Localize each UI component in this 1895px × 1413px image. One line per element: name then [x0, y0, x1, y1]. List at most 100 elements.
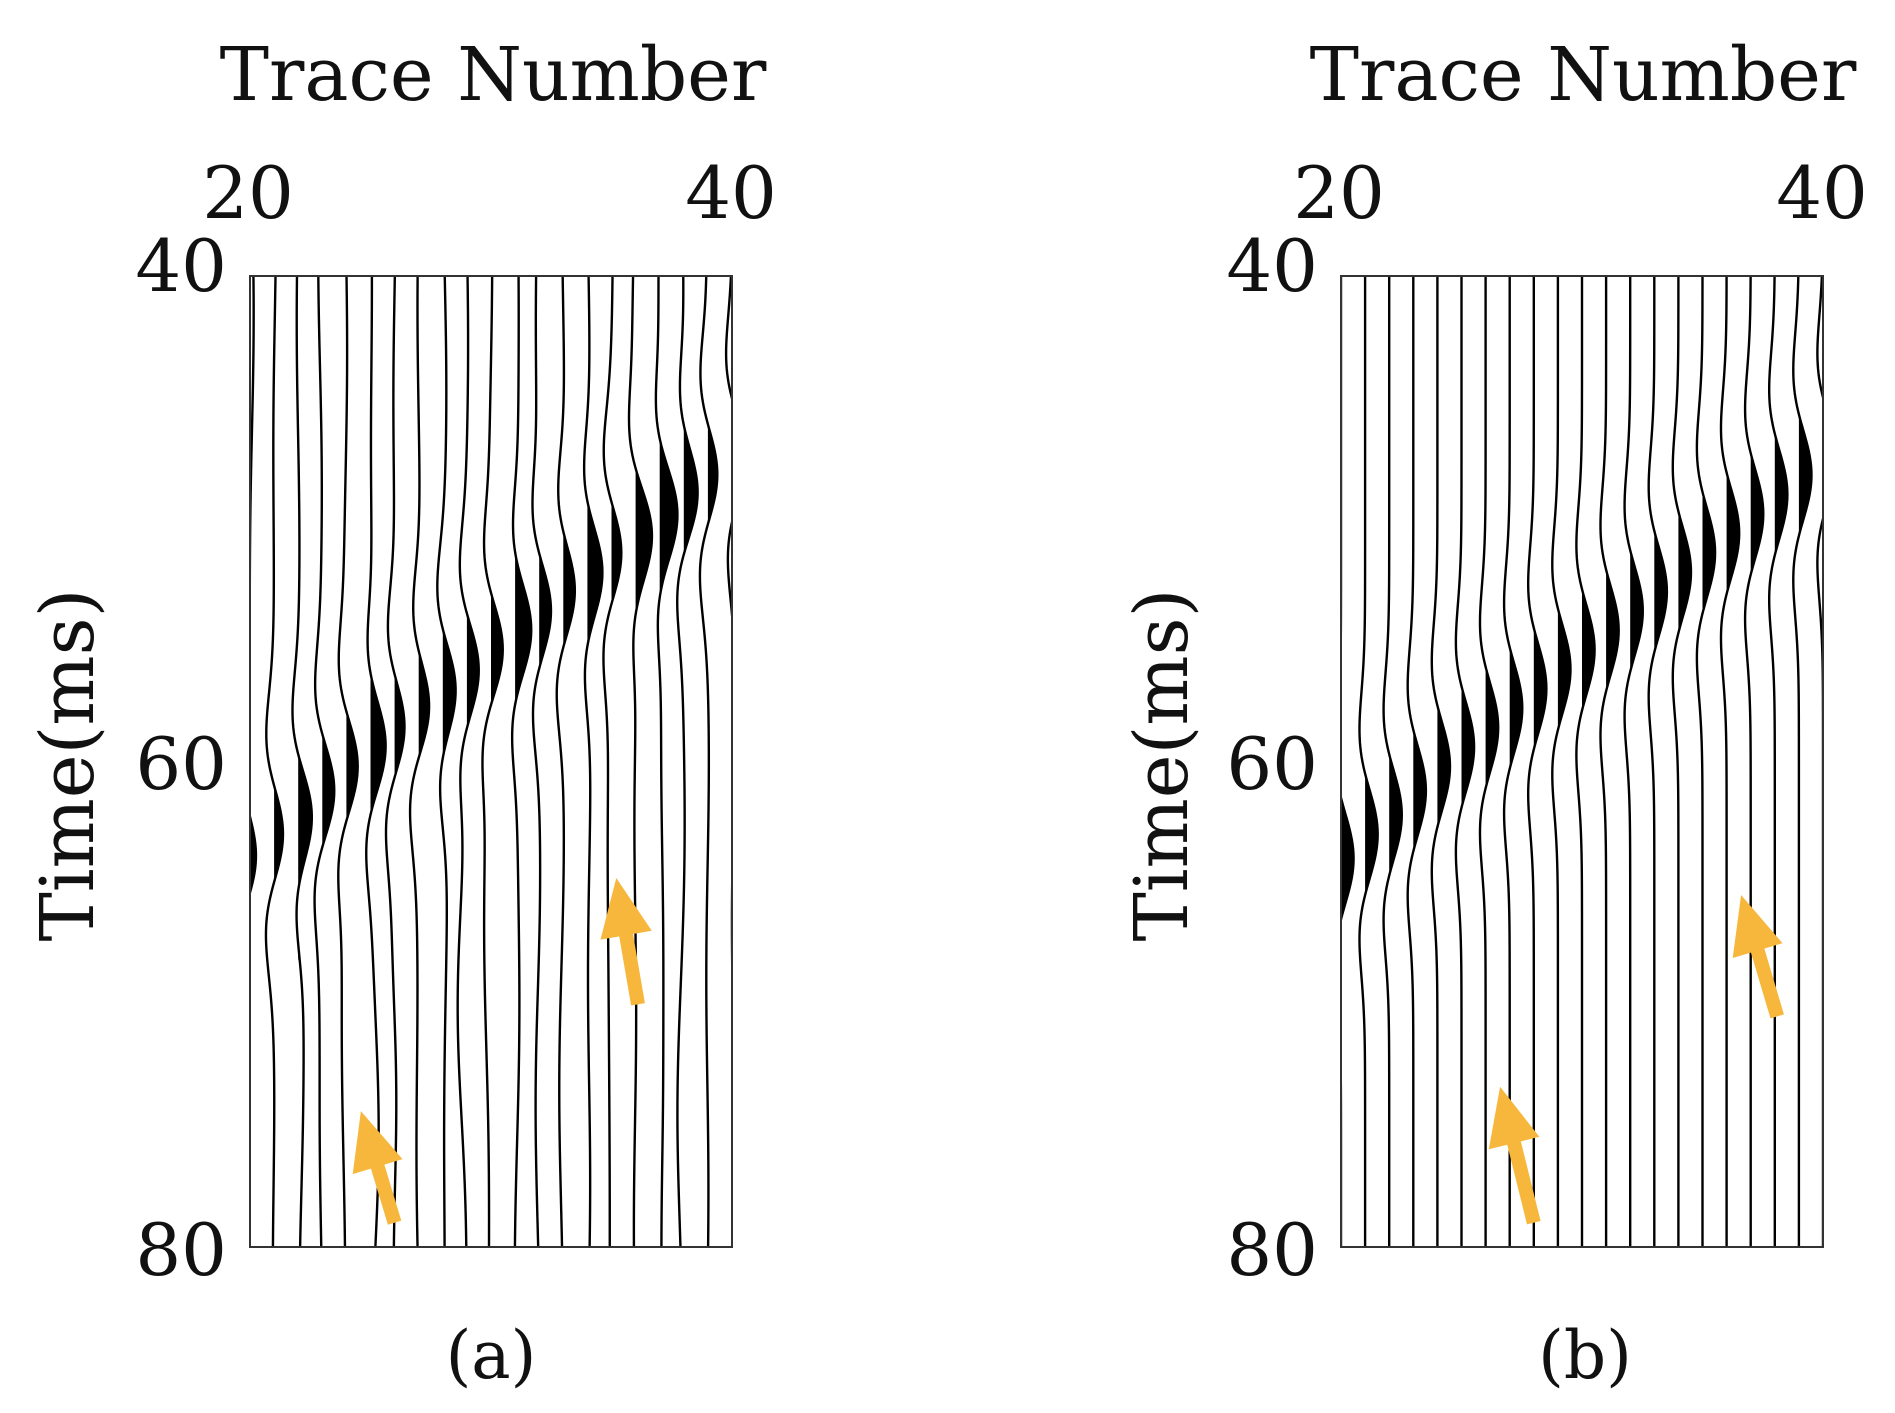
event-fill-b-trace-20: [1341, 800, 1354, 922]
wiggle-trace-a-39: [698, 276, 719, 1247]
wiggle-trace-a-26: [384, 276, 406, 1247]
arrow-head-b-1: [1488, 1086, 1540, 1150]
wiggle-trace-b-30: [1575, 276, 1596, 1247]
event-fill-a-trace-35: [611, 504, 622, 607]
event-fill-b-trace-26: [1485, 669, 1499, 791]
arrow-shaft-b-2: [1749, 942, 1784, 1019]
event-fill-a-trace-40: [732, 402, 745, 523]
wiggle-trace-a-37: [654, 276, 679, 1247]
wiggle-trace-b-35: [1695, 276, 1717, 1247]
wiggle-trace-a-27: [408, 276, 431, 1247]
arrow-head-a-2: [600, 878, 652, 940]
panel-label-b: (b): [1538, 1317, 1632, 1394]
event-fill-b-trace-39: [1798, 416, 1812, 539]
event-fill-a-trace-24: [346, 712, 358, 825]
event-fill-a-trace-36: [635, 470, 652, 616]
event-fill-b-trace-33: [1654, 533, 1667, 655]
wiggle-trace-b-37: [1743, 276, 1765, 1247]
event-fill-a-trace-25: [370, 674, 386, 815]
trace-group-a: [250, 276, 745, 1247]
annotation-arrows-a: [352, 878, 652, 1225]
event-fill-a-trace-39: [707, 426, 718, 529]
event-fill-b-trace-37: [1750, 455, 1764, 578]
wiggle-trace-b-34: [1671, 276, 1693, 1247]
event-fill-b-trace-36: [1726, 475, 1740, 597]
wiggle-trace-b-26: [1478, 276, 1500, 1247]
event-fill-a-trace-34: [587, 504, 603, 650]
wiggle-trace-a-25: [365, 276, 387, 1247]
plot-frame-a: [249, 275, 733, 1248]
event-fill-b-trace-30: [1582, 591, 1595, 713]
arrow-head-a-1: [352, 1111, 403, 1175]
y-tick-label-b-top: 40: [1226, 224, 1318, 308]
event-fill-b-trace-31: [1606, 572, 1619, 694]
event-fill-b-trace-32: [1630, 552, 1643, 675]
event-fill-a-trace-28: [442, 630, 456, 835]
wiggle-trace-a-21: [264, 276, 285, 1247]
wiggle-trace-b-32: [1623, 276, 1644, 1247]
wiggle-trace-a-31: [510, 276, 533, 1247]
trace-group-b: [1341, 276, 1836, 1247]
wiggle-trace-a-40: [724, 276, 732, 1247]
wiggle-trace-a-23: [313, 276, 336, 1247]
event-fill-b-trace-35: [1702, 494, 1716, 616]
wiggle-trace-b-22: [1382, 276, 1403, 1247]
event-fill-a-trace-21: [274, 785, 283, 883]
event-fill-a-trace-33: [563, 533, 575, 650]
wiggle-trace-a-29: [456, 276, 480, 1247]
y-tick-label-b-mid: 60: [1226, 722, 1318, 806]
event-fill-a-trace-23: [322, 737, 335, 849]
event-fill-a-trace-38: [683, 426, 698, 558]
arrow-head-b-2: [1732, 895, 1783, 958]
arrow-shaft-a-1: [369, 1158, 402, 1225]
event-fill-b-trace-22: [1389, 756, 1402, 879]
event-fill-b-trace-25: [1461, 688, 1475, 811]
event-fill-a-trace-32: [539, 557, 551, 670]
event-fill-b-trace-28: [1533, 630, 1547, 752]
event-fill-a-trace-29: [466, 615, 479, 733]
wiggle-trace-b-23: [1406, 276, 1428, 1247]
wiggle-trace-b-21: [1358, 276, 1379, 1247]
wiggle-trace-a-36: [627, 276, 654, 1247]
x-axis-title-a: Trace Number: [220, 32, 767, 118]
y-tick-label-a-mid: 60: [135, 722, 227, 806]
wiggle-trace-b-31: [1599, 276, 1620, 1247]
x-tick-label-b-end: 40: [1776, 151, 1868, 235]
panel-a: Trace Number 20 40 40 60 80 Time(ms) (a): [25, 32, 777, 1394]
panel-label-a: (a): [446, 1317, 537, 1394]
wiggle-trace-a-28: [436, 276, 457, 1247]
event-fill-b-trace-21: [1365, 776, 1378, 898]
event-fill-b-trace-29: [1557, 611, 1571, 733]
wiggle-trace-a-24: [337, 276, 359, 1247]
arrow-shaft-a-2: [618, 928, 645, 1006]
wiggle-trace-b-28: [1526, 276, 1548, 1247]
y-axis-title-a: Time(ms): [25, 589, 111, 942]
wiggle-trace-b-33: [1647, 276, 1669, 1247]
wiggle-trace-a-35: [602, 276, 623, 1247]
wiggle-trace-b-25: [1454, 276, 1476, 1247]
wiggle-trace-a-33: [555, 276, 577, 1247]
event-fill-b-trace-23: [1413, 732, 1426, 854]
event-fill-a-trace-37: [659, 441, 678, 602]
x-tick-label-a-end: 40: [685, 151, 777, 235]
wiggle-trace-a-38: [676, 276, 699, 1247]
annotation-arrows-b: [1488, 895, 1784, 1225]
event-fill-a-trace-31: [515, 484, 532, 709]
wiggle-trace-a-30: [481, 276, 504, 1247]
y-tick-label-a-bottom: 80: [135, 1208, 227, 1292]
wiggle-trace-b-39: [1792, 276, 1813, 1247]
event-fill-a-trace-30: [491, 596, 503, 709]
wiggle-trace-b-38: [1767, 276, 1789, 1247]
event-fill-b-trace-24: [1437, 708, 1450, 830]
wiggle-trace-b-36: [1719, 276, 1741, 1247]
wiggle-trace-b-29: [1551, 276, 1572, 1247]
wiggle-trace-b-20: [1341, 276, 1355, 1247]
wiggle-trace-b-27: [1502, 276, 1524, 1247]
event-fill-b-trace-40: [1823, 397, 1836, 523]
wiggle-trace-a-20: [250, 276, 258, 1247]
wiggle-trace-b-24: [1430, 276, 1452, 1247]
y-tick-label-a-top: 40: [135, 224, 227, 308]
event-fill-b-trace-27: [1509, 649, 1523, 772]
plot-frame-b: [1340, 275, 1824, 1248]
